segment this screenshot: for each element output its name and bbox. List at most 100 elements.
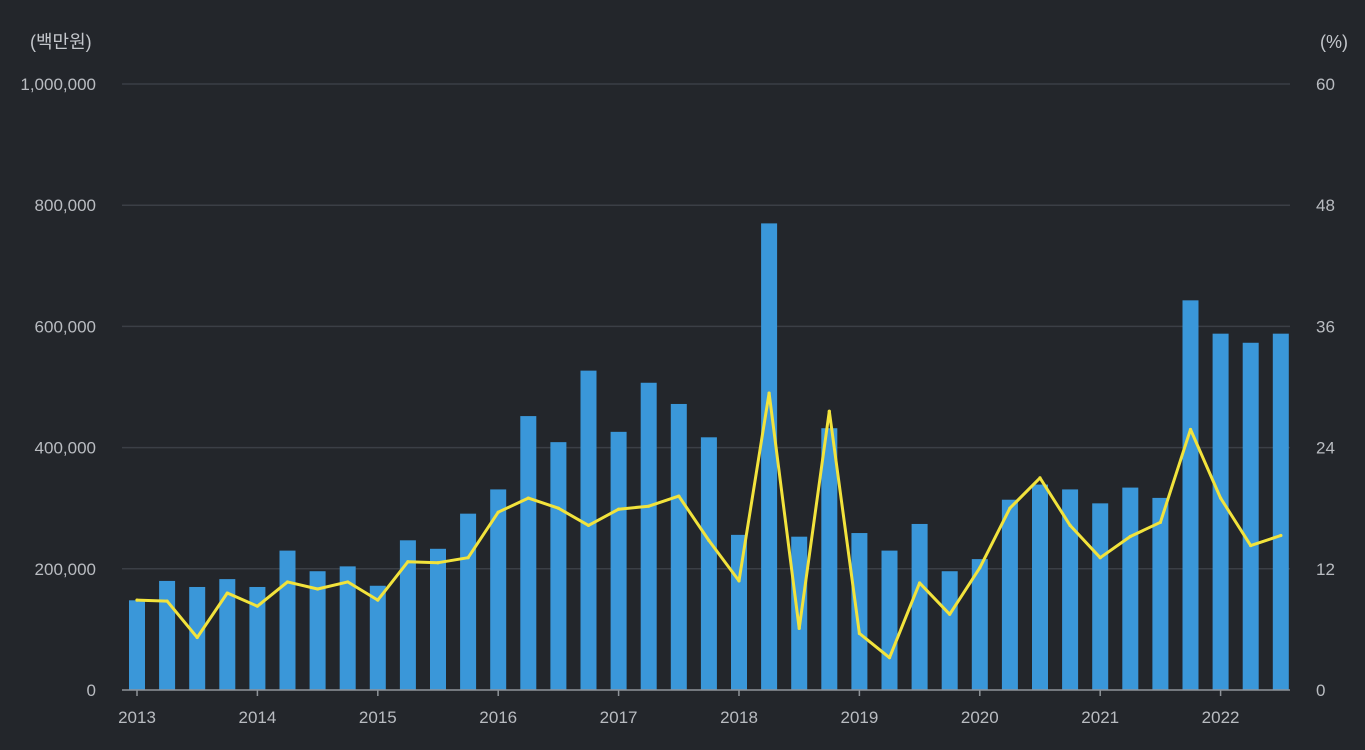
line-point-2022Q1 xyxy=(1219,496,1223,500)
line-point-2015Q1 xyxy=(376,598,380,602)
bar-2014Q3 xyxy=(309,571,326,690)
x-tick-label: 2016 xyxy=(479,708,517,727)
bar-2014Q2 xyxy=(279,550,296,690)
x-tick-label: 2021 xyxy=(1081,708,1119,727)
left-tick-label: 800,000 xyxy=(35,196,96,215)
bar-2015Q1 xyxy=(369,585,386,690)
x-tick-label: 2017 xyxy=(600,708,638,727)
bar-2019Q3 xyxy=(911,523,928,690)
right-tick-label: 0 xyxy=(1316,681,1325,700)
bar-2017Q1 xyxy=(610,431,627,690)
line-point-2018Q3 xyxy=(797,626,801,630)
line-point-2018Q2 xyxy=(767,391,771,395)
bar-2019Q4 xyxy=(941,571,958,690)
bar-2014Q1 xyxy=(249,586,266,690)
bar-2018Q4 xyxy=(821,428,838,690)
line-point-2018Q1 xyxy=(737,579,741,583)
line-point-2020Q2 xyxy=(1008,506,1012,510)
line-point-2013Q4 xyxy=(225,591,229,595)
line-point-2014Q1 xyxy=(255,604,259,608)
right-tick-label: 12 xyxy=(1316,560,1335,579)
bar-2020Q3 xyxy=(1032,484,1048,690)
line-point-2020Q1 xyxy=(978,566,982,570)
bar-2013Q4 xyxy=(219,579,236,690)
x-tick-label: 2019 xyxy=(840,708,878,727)
bar-2018Q2 xyxy=(761,223,778,690)
line-point-2020Q3 xyxy=(1038,476,1042,480)
line-point-2017Q4 xyxy=(707,538,711,543)
right-tick-label: 48 xyxy=(1316,196,1335,215)
x-tick-label: 2022 xyxy=(1202,708,1240,727)
line-point-2014Q4 xyxy=(346,580,350,584)
line-point-2017Q3 xyxy=(677,494,681,498)
right-tick-label: 36 xyxy=(1316,317,1335,336)
line-point-2022Q3 xyxy=(1279,533,1283,538)
bar-2013Q1 xyxy=(129,600,145,690)
bar-2019Q2 xyxy=(881,550,898,690)
line-point-2019Q4 xyxy=(948,612,952,616)
bar-2017Q4 xyxy=(700,437,717,690)
line-point-2019Q1 xyxy=(857,631,862,636)
bar-2015Q2 xyxy=(399,540,416,690)
line-point-2020Q4 xyxy=(1068,523,1072,527)
bar-2020Q4 xyxy=(1062,489,1079,690)
line-point-2016Q1 xyxy=(496,510,500,514)
right-axis-unit: (%) xyxy=(1320,32,1348,52)
line-point-2018Q4 xyxy=(827,409,831,413)
bar-2016Q1 xyxy=(490,489,507,690)
bar-2018Q3 xyxy=(791,536,808,690)
left-tick-label: 200,000 xyxy=(35,560,96,579)
bar-2017Q3 xyxy=(670,403,687,690)
line-point-2017Q2 xyxy=(647,504,651,508)
bar-2014Q4 xyxy=(339,566,356,690)
line-point-2015Q2 xyxy=(406,560,410,564)
line-point-2015Q3 xyxy=(436,561,440,565)
line-point-2021Q4 xyxy=(1188,427,1193,432)
line-point-2016Q3 xyxy=(556,506,561,510)
x-tick-label: 2015 xyxy=(359,708,397,727)
bar-2016Q3 xyxy=(550,442,567,690)
x-tick-label: 2014 xyxy=(238,708,276,727)
line-point-2015Q4 xyxy=(466,556,470,560)
bar-2020Q2 xyxy=(1001,499,1018,690)
line-point-2013Q3 xyxy=(195,635,199,640)
line-point-2017Q1 xyxy=(617,507,621,511)
right-tick-label: 24 xyxy=(1316,439,1335,458)
left-tick-label: 600,000 xyxy=(35,317,96,336)
bar-2022Q1 xyxy=(1212,333,1229,690)
left-tick-label: 1,000,000 xyxy=(20,75,96,94)
bar-2022Q3 xyxy=(1272,333,1289,690)
bar-2017Q2 xyxy=(640,382,657,690)
left-tick-label: 400,000 xyxy=(35,439,96,458)
line-point-2019Q2 xyxy=(887,656,892,660)
line-point-2016Q2 xyxy=(526,496,530,500)
x-tick-label: 2018 xyxy=(720,708,758,727)
bar-2021Q2 xyxy=(1122,487,1139,690)
left-axis-unit: (백만원) xyxy=(30,32,92,52)
right-tick-label: 60 xyxy=(1316,75,1335,94)
line-point-2021Q2 xyxy=(1128,534,1132,539)
bar-2019Q1 xyxy=(851,533,868,690)
bar-2021Q3 xyxy=(1152,497,1169,690)
line-point-2013Q1 xyxy=(135,598,139,602)
bar-2021Q1 xyxy=(1092,503,1109,690)
line-point-2014Q3 xyxy=(316,587,320,591)
left-tick-label: 0 xyxy=(87,681,96,700)
bar-2013Q2 xyxy=(159,580,176,690)
line-point-2019Q3 xyxy=(918,581,922,585)
line-point-2013Q2 xyxy=(165,599,169,603)
x-tick-label: 2020 xyxy=(961,708,999,727)
line-point-2016Q4 xyxy=(586,523,591,527)
bar-2020Q1 xyxy=(971,559,988,690)
line-point-2014Q2 xyxy=(285,580,290,584)
bar-2016Q4 xyxy=(580,370,597,690)
bar-2015Q4 xyxy=(460,513,477,690)
bar-2015Q3 xyxy=(430,548,446,690)
bar-2022Q2 xyxy=(1242,342,1259,690)
bar-2018Q1 xyxy=(731,534,747,690)
bar-2021Q4 xyxy=(1182,300,1199,690)
line-point-2021Q3 xyxy=(1158,520,1162,524)
line-point-2022Q2 xyxy=(1249,543,1253,548)
line-point-2021Q1 xyxy=(1098,556,1102,560)
